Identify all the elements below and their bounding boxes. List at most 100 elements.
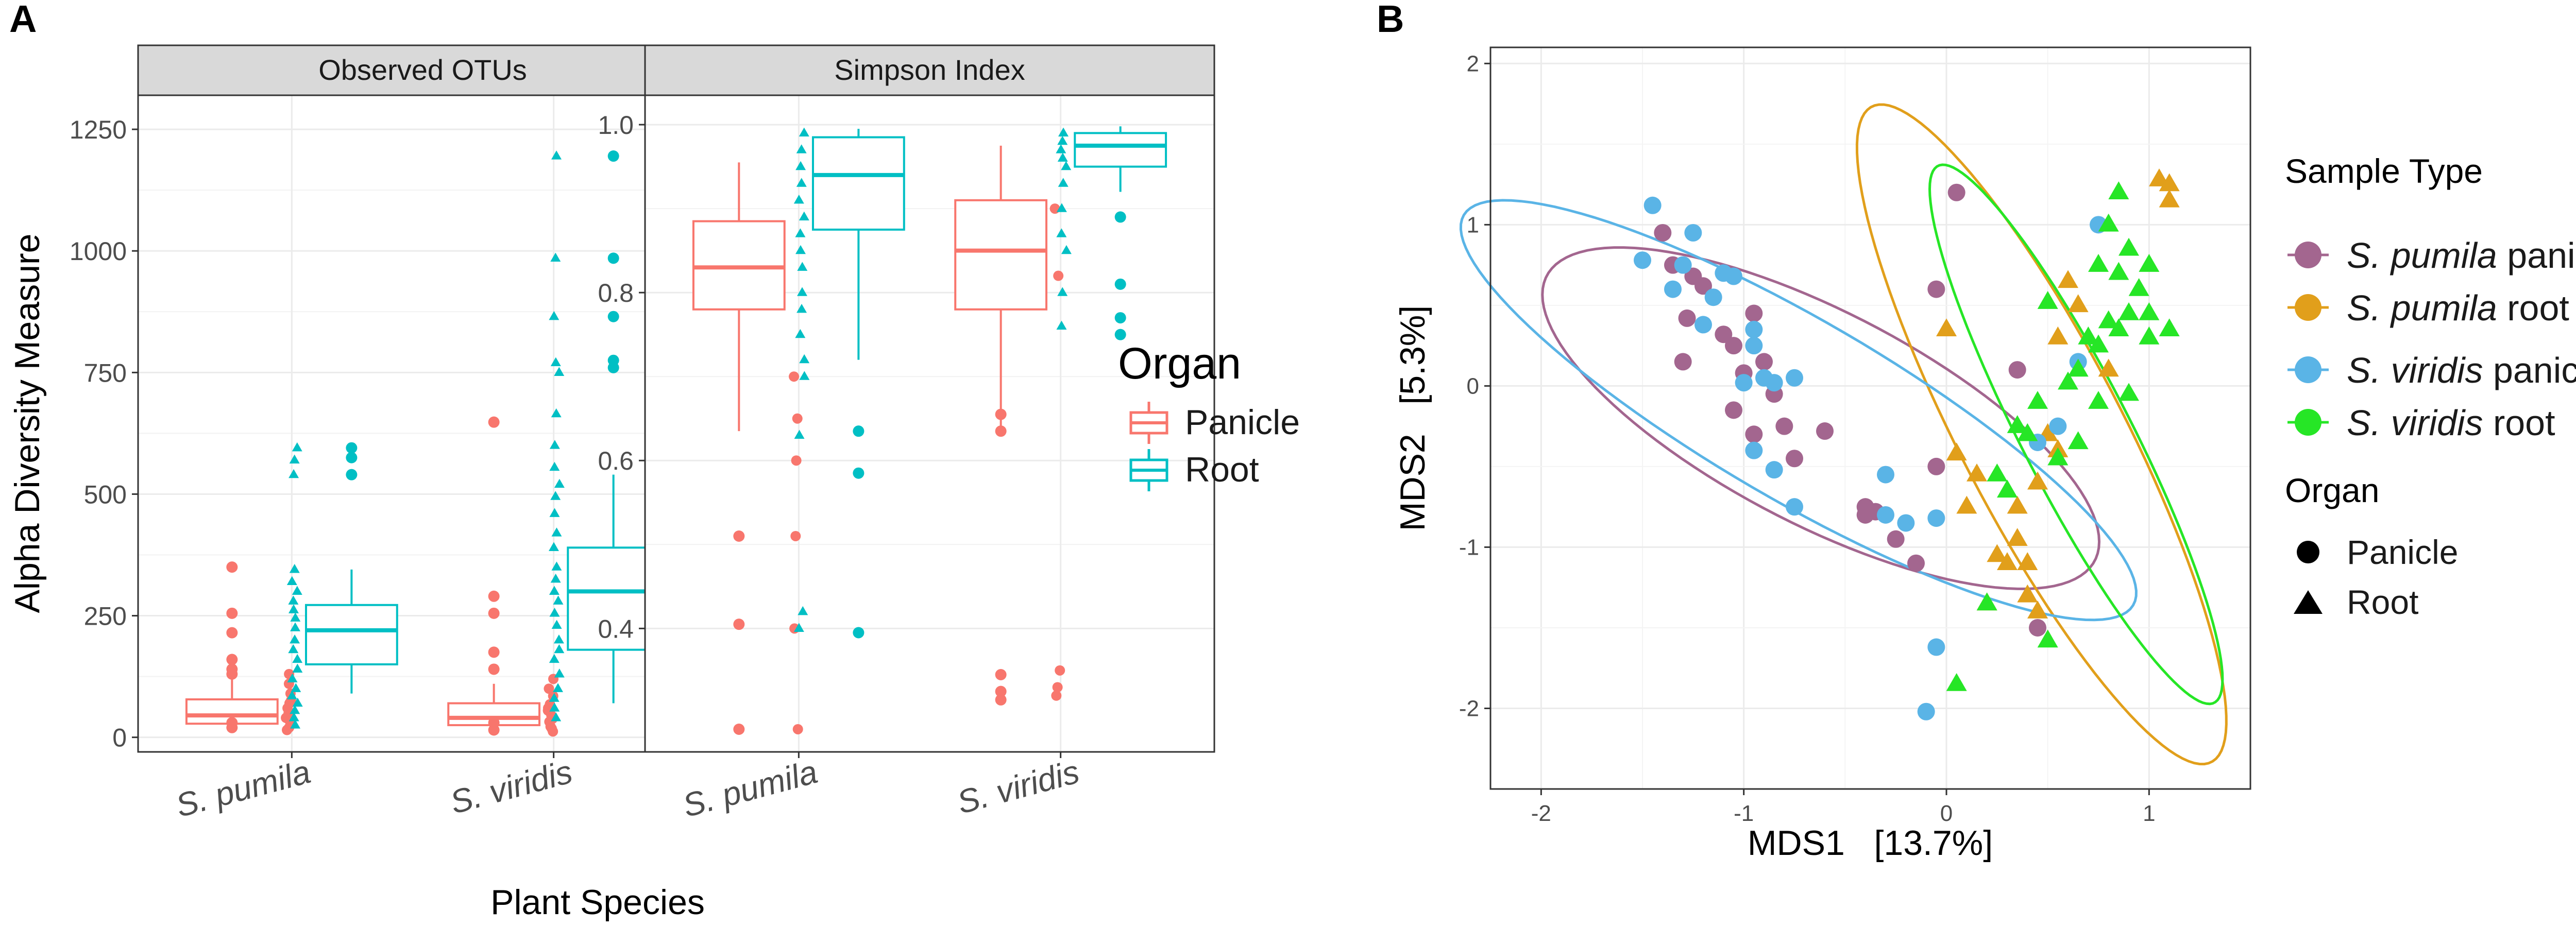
jitter-point-root (799, 371, 810, 380)
point-s-pumila-panicle (1856, 506, 1874, 524)
point-s-viridis-root (2108, 181, 2129, 199)
outlier-point (607, 252, 619, 264)
point-s-viridis-panicle (1927, 638, 1945, 656)
outlier-point (226, 627, 238, 639)
outlier-point (995, 408, 1007, 420)
jitter-point-root (550, 491, 561, 500)
jitter-point-root (549, 586, 560, 595)
jitter-point-root (289, 469, 299, 478)
legend-key-root (1129, 449, 1168, 491)
jitter-point-root (289, 712, 299, 722)
outlier-point (607, 311, 619, 322)
point-s-pumila-panicle (1654, 224, 1672, 242)
simpson-index-facet: Simpson Index 0.40.60.81.0S. pumila S. vi… (598, 44, 1215, 825)
point-s-pumila-root (1967, 463, 1987, 482)
outlier-point (346, 442, 358, 454)
legend-label-s-viridis-panicle: S. viridis panicle (2347, 350, 2576, 390)
box-iqr (567, 546, 660, 651)
outlier-point (995, 694, 1007, 706)
box-iqr (811, 136, 905, 231)
jitter-point-root (795, 245, 806, 254)
point-s-viridis-root (2119, 237, 2139, 256)
jitter-point-root (1056, 228, 1067, 237)
point-s-pumila-panicle (1678, 309, 1696, 327)
jitter-point-panicle (1049, 203, 1060, 214)
jitter-point-root (1057, 135, 1068, 145)
point-s-pumila-root (2017, 584, 2038, 603)
outlier-point (226, 607, 238, 619)
point-s-viridis-panicle (1745, 320, 1763, 338)
mds-y-tick-label: 2 (1467, 51, 1479, 76)
outlier-point (346, 452, 358, 464)
point-s-viridis-panicle (2049, 417, 2067, 435)
point-s-pumila-panicle (1674, 353, 1692, 371)
observed-otus-box-root-1 (548, 150, 660, 722)
outlier-point (995, 669, 1007, 680)
point-s-viridis-panicle (1684, 224, 1702, 242)
point-s-viridis-root (1976, 592, 1997, 611)
point-s-pumila-root (2017, 552, 2038, 570)
point-s-pumila-panicle (1775, 417, 1793, 435)
point-s-viridis-root (2017, 423, 2038, 441)
jitter-point-root (288, 644, 299, 654)
simpson-index-panel-border (644, 94, 1215, 753)
jitter-point-panicle (546, 723, 557, 734)
points-s-viridis-root (1946, 181, 2180, 691)
jitter-point-root (290, 705, 300, 714)
legend-sample-s-pumila-panicle: S. pumila panicle (2287, 235, 2576, 276)
point-s-viridis-root (2047, 447, 2069, 466)
jitter-point-root (290, 634, 300, 644)
mds-x-tick-label: 1 (2143, 801, 2155, 826)
ellipse-s-viridis-root (1928, 163, 2224, 706)
jitter-point-root (554, 367, 565, 376)
point-s-viridis-root (2108, 262, 2129, 280)
observed-otus-box-panicle-1 (447, 416, 559, 737)
jitter-point-root (795, 329, 806, 338)
point-s-viridis-root (2139, 254, 2160, 272)
mds-y-tick-label: 1 (1467, 212, 1479, 237)
legend-species-s-viridis-panicle: S. viridis (2347, 350, 2483, 390)
point-s-viridis-panicle (1664, 280, 1682, 298)
point-s-pumila-root (1956, 495, 1977, 514)
legend-label-s-pumila-panicle: S. pumila panicle (2347, 235, 2576, 276)
outlier-point (853, 425, 865, 437)
point-s-viridis-root (2067, 431, 2089, 450)
mds-y-tick-label: 0 (1467, 373, 1479, 399)
jitter-point-root (549, 654, 560, 663)
legend-marker-s-viridis-root (2295, 409, 2321, 436)
jitter-point-root (550, 252, 561, 262)
point-s-pumila-panicle (1755, 353, 1773, 371)
point-s-viridis-root (1997, 479, 2018, 498)
point-s-viridis-root (2119, 302, 2139, 320)
jitter-point-root (292, 586, 302, 595)
jitter-point-panicle (284, 698, 295, 709)
observed-otus-plot-area (138, 95, 707, 752)
mds-gridlines (1490, 47, 2250, 789)
legend-label-s-pumila-root: S. pumila root (2347, 288, 2569, 328)
point-s-viridis-root (2098, 310, 2119, 329)
legend-label-s-viridis-root: S. viridis root (2347, 403, 2555, 443)
jitter-point-root (551, 712, 562, 722)
point-s-viridis-panicle (1877, 466, 1894, 484)
outlier-point (226, 668, 238, 680)
points-s-pumila-panicle (1654, 183, 2046, 637)
jitter-point-root (292, 663, 303, 673)
jitter-point-root (796, 178, 807, 187)
jitter-point-root (793, 195, 804, 204)
jitter-point-root (288, 604, 299, 613)
point-s-pumila-root (1946, 442, 1967, 461)
panel-a-x-axis-title: Plant Species (490, 883, 705, 922)
simpson-index-strip-title: Simpson Index (834, 54, 1025, 86)
jitter-point-root (799, 211, 809, 221)
panel-a-y-axis-title: Alpha Diversity Measure (8, 234, 47, 613)
point-s-pumila-root (2159, 173, 2180, 192)
jitter-point-root (289, 454, 300, 464)
jitter-point-root (554, 478, 565, 488)
point-s-viridis-root (2088, 334, 2109, 353)
jitter-point-root (797, 287, 808, 296)
legend-shape-panicle (2297, 541, 2319, 563)
legend-marker-s-pumila-root (2295, 294, 2321, 321)
jitter-point-root (288, 595, 299, 605)
outlier-point (733, 530, 745, 542)
